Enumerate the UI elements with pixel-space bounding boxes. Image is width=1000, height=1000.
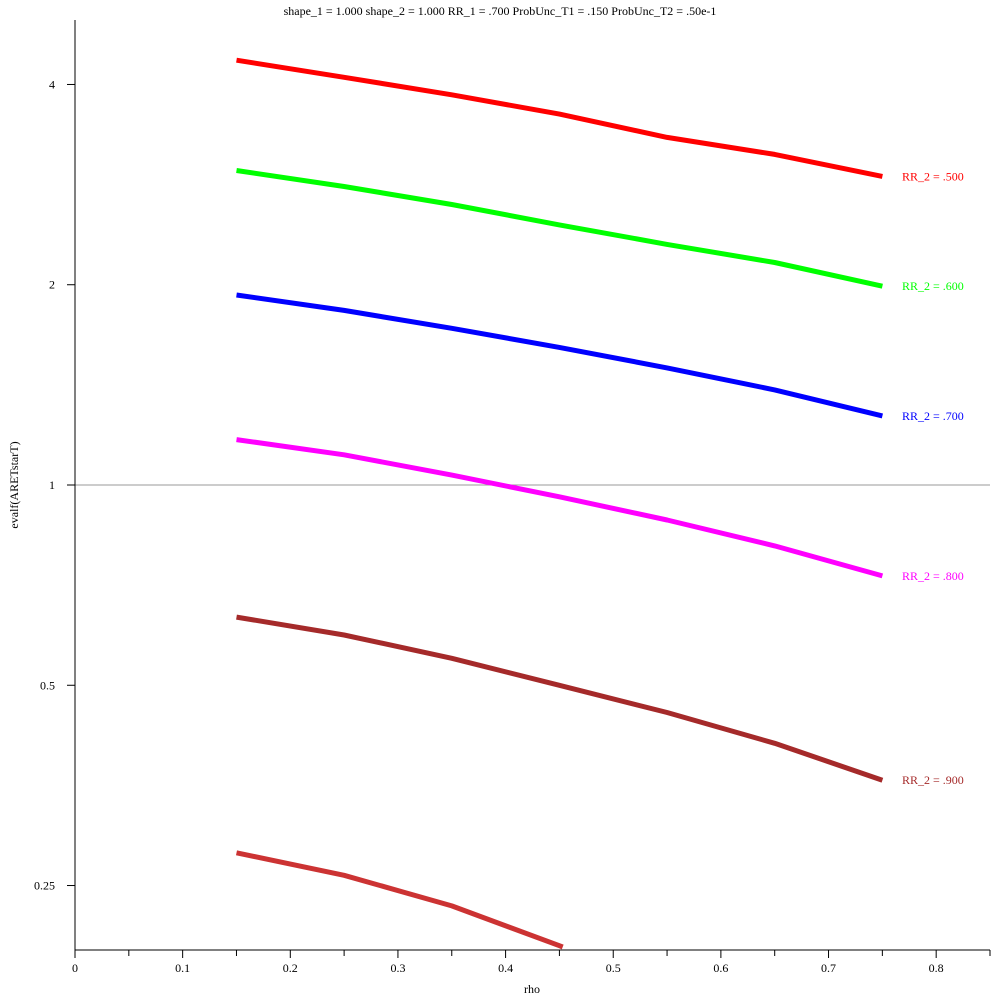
x-tick-label: 0.7: [821, 961, 836, 975]
series-label: RR_2 = .500: [902, 169, 964, 183]
y-axis-label: evalf(ARETstarT): [7, 441, 21, 528]
y-tick-label: 2: [49, 278, 55, 292]
series-line: [236, 437, 884, 579]
series-label: RR_2 = .900: [902, 773, 964, 787]
x-tick-label: 0.1: [175, 961, 190, 975]
series-line: [235, 850, 564, 950]
y-tick-label: 1: [49, 478, 55, 492]
series-line: [236, 614, 884, 783]
x-tick-label: 0.6: [713, 961, 728, 975]
x-tick-label: 0.4: [498, 961, 513, 975]
chart-title: shape_1 = 1.000 shape_2 = 1.000 RR_1 = .…: [284, 4, 717, 18]
y-tick-label: 4: [49, 77, 55, 91]
x-tick-label: 0.5: [606, 961, 621, 975]
y-tick-label: 0.25: [34, 879, 55, 893]
x-tick-label: 0.2: [283, 961, 298, 975]
x-tick-label: 0: [72, 961, 78, 975]
y-tick-label: 0.5: [40, 678, 55, 692]
x-tick-label: 0.8: [929, 961, 944, 975]
series-label: RR_2 = .800: [902, 569, 964, 583]
series-line: [236, 57, 883, 179]
series-line: [236, 168, 883, 289]
series-line: [236, 292, 883, 419]
x-axis-label: rho: [524, 982, 540, 996]
x-tick-label: 0.3: [390, 961, 405, 975]
series-label: RR_2 = .600: [902, 279, 964, 293]
series-label: RR_2 = .700: [902, 409, 964, 423]
